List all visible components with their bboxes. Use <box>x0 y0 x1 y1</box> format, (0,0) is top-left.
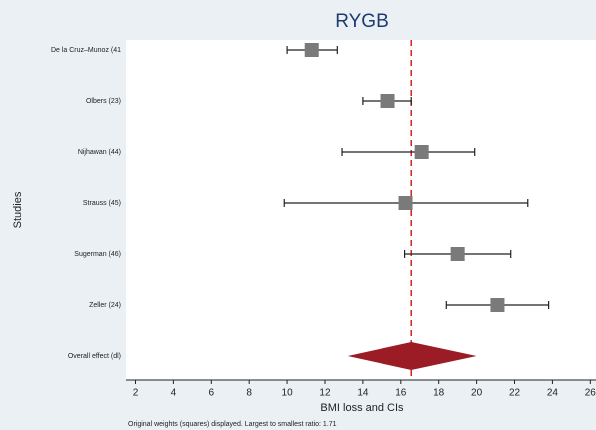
x-tick-label: 22 <box>509 388 521 399</box>
estimate-square <box>414 145 429 159</box>
x-tick-label: 2 <box>133 388 139 399</box>
x-tick-label: 20 <box>471 388 483 399</box>
study-label: Olbers (23) <box>86 98 121 105</box>
study-label: Zeller (24) <box>89 302 121 309</box>
x-tick-label: 8 <box>246 388 252 399</box>
y-axis-label: Studies <box>12 191 24 228</box>
x-axis-label: BMI loss and CIs <box>320 402 404 414</box>
overall-label: Overall effect (dl) <box>68 353 121 360</box>
x-tick-label: 26 <box>585 388 596 399</box>
estimate-square <box>380 94 395 108</box>
x-tick-label: 4 <box>171 388 177 399</box>
estimate-square <box>304 43 319 57</box>
estimate-square <box>450 247 465 261</box>
x-tick-label: 10 <box>282 388 294 399</box>
study-label: Strauss (45) <box>83 200 121 207</box>
study-label: Nijhawan (44) <box>78 149 121 156</box>
plot-area <box>126 40 596 380</box>
estimate-square <box>490 298 505 312</box>
x-tick-label: 16 <box>395 388 407 399</box>
x-tick-label: 18 <box>433 388 445 399</box>
chart-title: RYGB <box>335 11 389 32</box>
x-tick-label: 14 <box>357 388 369 399</box>
study-label: Sugerman (46) <box>74 251 121 258</box>
x-tick-label: 12 <box>319 388 331 399</box>
estimate-square <box>398 196 413 210</box>
x-tick-label: 24 <box>547 388 559 399</box>
footnote: Original weights (squares) displayed. La… <box>128 421 337 428</box>
x-tick-label: 6 <box>209 388 215 399</box>
study-label: De la Cruz–Munoz (41 <box>51 47 121 54</box>
overall-diamond <box>347 342 477 370</box>
